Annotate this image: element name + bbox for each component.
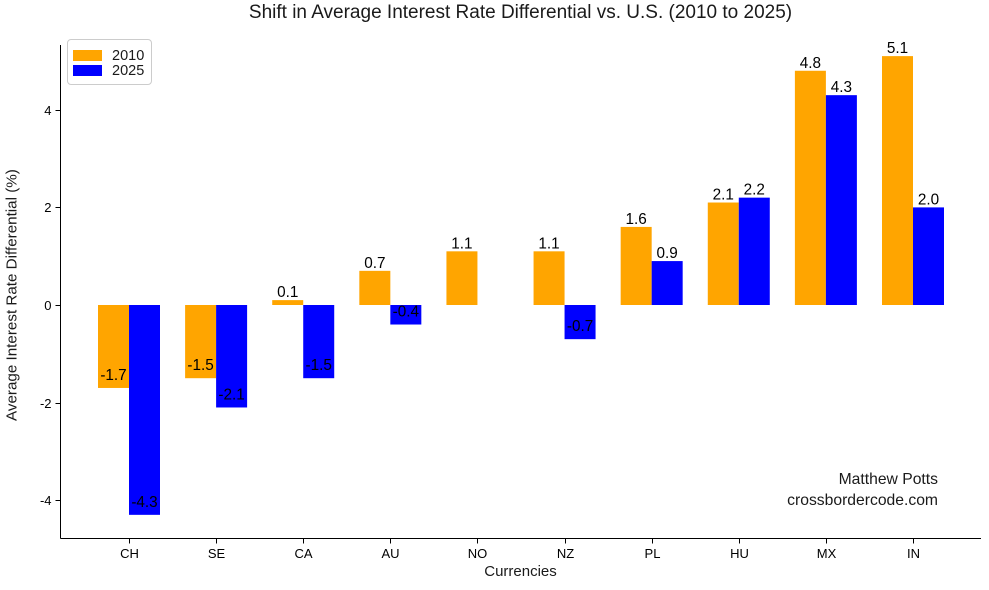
svg-text:0: 0 [44, 298, 51, 313]
svg-text:-1.7: -1.7 [100, 367, 126, 384]
svg-text:NZ: NZ [557, 546, 574, 561]
svg-text:2.2: 2.2 [744, 182, 765, 199]
svg-text:0.9: 0.9 [657, 245, 678, 262]
svg-text:2.0: 2.0 [918, 191, 939, 208]
svg-text:-0.4: -0.4 [393, 304, 420, 321]
svg-text:-1.5: -1.5 [187, 357, 213, 374]
svg-text:CH: CH [120, 546, 139, 561]
svg-text:-0.7: -0.7 [567, 318, 593, 335]
svg-text:NO: NO [468, 546, 488, 561]
svg-text:-2.1: -2.1 [218, 386, 244, 403]
svg-text:MX: MX [817, 546, 837, 561]
svg-text:0.7: 0.7 [364, 255, 385, 272]
svg-text:4: 4 [44, 103, 51, 118]
svg-text:-2: -2 [40, 396, 52, 411]
svg-text:1.1: 1.1 [538, 235, 559, 252]
svg-text:5.1: 5.1 [887, 40, 908, 57]
svg-text:4.8: 4.8 [800, 55, 821, 72]
svg-text:CA: CA [294, 546, 312, 561]
svg-text:-1.5: -1.5 [306, 357, 332, 374]
svg-text:AU: AU [381, 546, 399, 561]
svg-text:IN: IN [907, 546, 920, 561]
svg-text:HU: HU [730, 546, 749, 561]
svg-text:1.6: 1.6 [626, 211, 647, 228]
svg-text:4.3: 4.3 [831, 79, 852, 96]
svg-text:-4.3: -4.3 [131, 494, 157, 511]
svg-text:1.1: 1.1 [451, 235, 472, 252]
svg-text:0.1: 0.1 [277, 284, 298, 301]
svg-text:SE: SE [208, 546, 226, 561]
svg-text:PL: PL [645, 546, 661, 561]
svg-text:2.1: 2.1 [713, 187, 734, 204]
svg-text:2: 2 [44, 200, 51, 215]
svg-text:-4: -4 [40, 493, 52, 508]
